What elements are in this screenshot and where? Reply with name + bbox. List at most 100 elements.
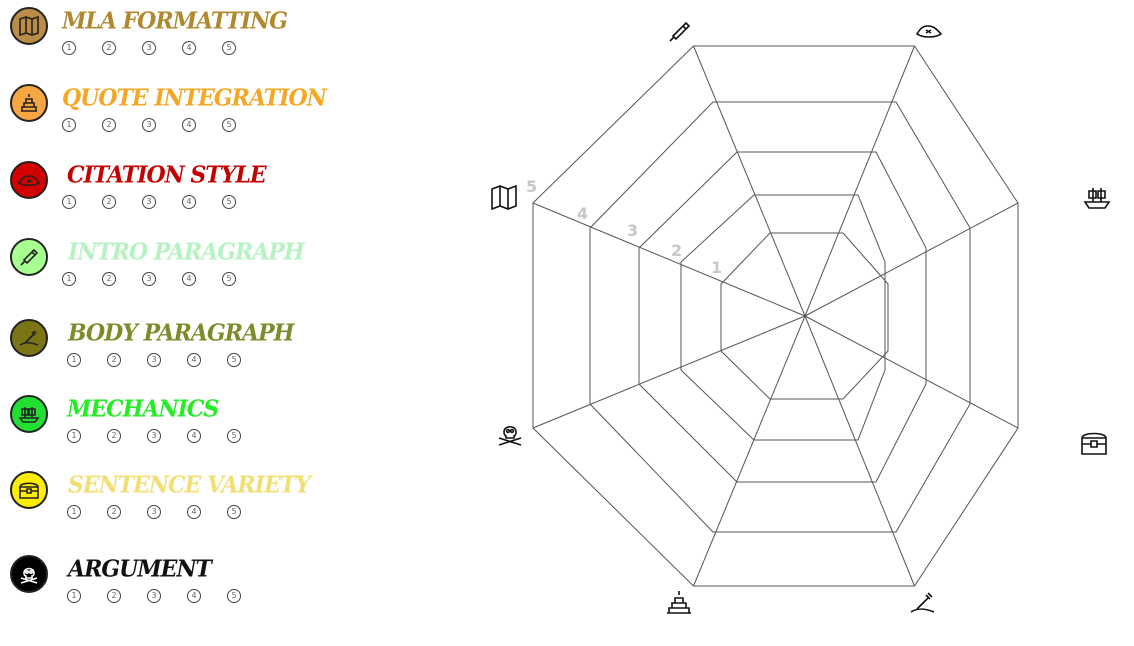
rating-scale: 1 2 3 4 5 — [67, 429, 267, 443]
rating-option-4[interactable]: 4 — [182, 41, 196, 55]
criterion-body-paragraph: BODY PARAGRAPH 1 2 3 4 5 — [0, 319, 440, 389]
radar-spoke — [804, 45, 915, 317]
rating-option-5[interactable]: 5 — [222, 118, 236, 132]
radar-spoke — [804, 202, 1019, 317]
radar-spoke — [532, 202, 806, 317]
rating-scale: 1 2 3 4 5 — [62, 272, 262, 286]
rating-option-2[interactable]: 2 — [107, 505, 121, 519]
rating-option-3[interactable]: 3 — [147, 505, 161, 519]
criterion-title: QUOTE INTEGRATION — [62, 84, 327, 113]
criterion-argument: ARGUMENT 1 2 3 4 5 — [0, 555, 440, 625]
radar-spoke — [804, 315, 1019, 429]
rating-option-2[interactable]: 2 — [102, 41, 116, 55]
treasure-pile-icon — [667, 591, 691, 614]
criterion-title: MECHANICS — [67, 395, 219, 424]
rating-option-5[interactable]: 5 — [222, 272, 236, 286]
radar-chart: 1 2 3 4 5 — [491, 21, 1111, 614]
rating-scale: 1 2 3 4 5 — [62, 118, 262, 132]
rating-scale: 1 2 3 4 5 — [62, 195, 262, 209]
rating-option-3[interactable]: 3 — [147, 589, 161, 603]
criterion-title: BODY PARAGRAPH — [68, 319, 294, 348]
ring-label-5: 5 — [526, 177, 537, 196]
criterion-badge — [10, 319, 48, 357]
rating-option-3[interactable]: 3 — [147, 353, 161, 367]
criterion-badge — [10, 238, 48, 276]
rating-option-3[interactable]: 3 — [142, 118, 156, 132]
criterion-title: MLA FORMATTING — [62, 7, 288, 36]
criterion-badge — [10, 84, 48, 122]
criterion-title: ARGUMENT — [68, 555, 212, 584]
rating-option-1[interactable]: 1 — [67, 353, 81, 367]
rating-option-1[interactable]: 1 — [67, 429, 81, 443]
rating-option-1[interactable]: 1 — [62, 118, 76, 132]
rating-option-4[interactable]: 4 — [187, 505, 201, 519]
radar-spoke — [532, 315, 806, 429]
rating-option-2[interactable]: 2 — [102, 118, 116, 132]
ring-label-2: 2 — [671, 241, 682, 260]
rating-option-2[interactable]: 2 — [107, 353, 121, 367]
rating-option-5[interactable]: 5 — [227, 353, 241, 367]
radar-ring-4 — [589, 101, 971, 533]
pirate-ship-icon — [1083, 188, 1111, 209]
rating-option-4[interactable]: 4 — [182, 118, 196, 132]
rating-option-3[interactable]: 3 — [142, 272, 156, 286]
criterion-badge — [10, 7, 48, 45]
rating-option-5[interactable]: 5 — [227, 589, 241, 603]
rating-option-2[interactable]: 2 — [102, 272, 116, 286]
treasure-chest-icon — [1081, 432, 1107, 455]
rating-option-3[interactable]: 3 — [147, 429, 161, 443]
rating-option-4[interactable]: 4 — [187, 429, 201, 443]
rating-option-5[interactable]: 5 — [227, 505, 241, 519]
map-icon — [491, 184, 517, 211]
rating-option-4[interactable]: 4 — [182, 195, 196, 209]
skull-crossbones-icon — [498, 425, 522, 446]
ring-label-1: 1 — [711, 258, 722, 277]
criterion-title: INTRO PARAGRAPH — [68, 238, 305, 267]
rating-option-3[interactable]: 3 — [142, 41, 156, 55]
rating-option-3[interactable]: 3 — [142, 195, 156, 209]
spyglass-icon — [669, 21, 691, 42]
rating-option-5[interactable]: 5 — [222, 195, 236, 209]
rating-option-4[interactable]: 4 — [187, 589, 201, 603]
radar-ring-1 — [720, 232, 889, 400]
criteria-list: MLA FORMATTING 1 2 3 4 5 QUOTE INTEGRATI… — [0, 0, 460, 646]
rating-option-1[interactable]: 1 — [67, 505, 81, 519]
criterion-quote-integration: QUOTE INTEGRATION 1 2 3 4 5 — [0, 84, 440, 154]
rating-option-2[interactable]: 2 — [107, 429, 121, 443]
bottle-message-icon — [19, 330, 39, 346]
radar-spoke — [804, 315, 915, 587]
radar-ring-5 — [532, 45, 1019, 587]
ring-labels: 1 2 3 4 5 — [526, 177, 722, 277]
spyglass-icon — [20, 248, 39, 266]
criterion-mla-formatting: MLA FORMATTING 1 2 3 4 5 — [0, 7, 440, 77]
ring-label-4: 4 — [577, 204, 588, 223]
rating-scale: 1 2 3 4 5 — [67, 589, 267, 603]
rating-option-2[interactable]: 2 — [107, 589, 121, 603]
rating-option-5[interactable]: 5 — [227, 429, 241, 443]
rating-option-4[interactable]: 4 — [182, 272, 196, 286]
rating-option-1[interactable]: 1 — [62, 195, 76, 209]
radar-ring-3 — [638, 151, 927, 483]
radar-grid — [532, 45, 1019, 587]
rating-option-1[interactable]: 1 — [62, 272, 76, 286]
criterion-mechanics: MECHANICS 1 2 3 4 5 — [0, 395, 440, 465]
criterion-intro-paragraph: INTRO PARAGRAPH 1 2 3 4 5 — [0, 238, 440, 308]
pirate-hat-icon — [17, 175, 41, 187]
criterion-sentence-variety: SENTENCE VARIETY 1 2 3 4 5 — [0, 471, 440, 541]
rating-option-2[interactable]: 2 — [102, 195, 116, 209]
radar-spoke — [693, 45, 806, 317]
treasure-pile-icon — [21, 94, 37, 112]
map-icon — [19, 15, 39, 37]
rating-option-1[interactable]: 1 — [67, 589, 81, 603]
rating-option-1[interactable]: 1 — [62, 41, 76, 55]
rating-option-5[interactable]: 5 — [222, 41, 236, 55]
rating-scale: 1 2 3 4 5 — [67, 505, 267, 519]
treasure-chest-icon — [19, 482, 39, 499]
rating-scale: 1 2 3 4 5 — [62, 41, 262, 55]
pirate-hat-icon — [915, 25, 943, 38]
rating-option-4[interactable]: 4 — [187, 353, 201, 367]
criterion-title: CITATION STYLE — [67, 161, 267, 190]
radar-spoke — [693, 315, 806, 587]
bottle-message-icon — [910, 592, 935, 613]
ring-label-3: 3 — [627, 221, 638, 240]
